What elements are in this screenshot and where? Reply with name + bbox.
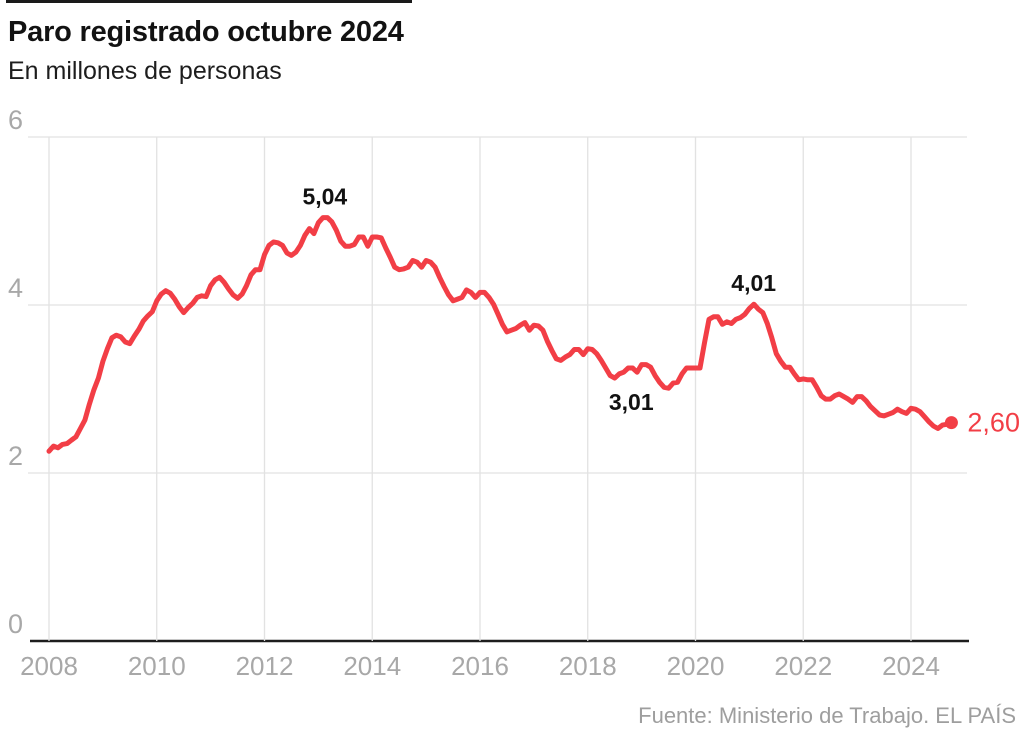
- unemployment-line: [46, 215, 954, 454]
- value-annotation: 3,01: [609, 389, 654, 415]
- y-tick-label: 4: [8, 273, 23, 303]
- y-tick-label: 0: [8, 609, 23, 639]
- x-tick-label: 2024: [882, 651, 940, 681]
- x-tick-label: 2010: [128, 651, 186, 681]
- x-tick-label: 2022: [774, 651, 832, 681]
- top-rule-divider: [6, 0, 412, 3]
- x-tick-label: 2020: [667, 651, 725, 681]
- source-credit: Fuente: Ministerio de Trabajo. EL PAÍS: [638, 703, 1016, 728]
- value-annotation: 4,01: [731, 270, 776, 296]
- y-tick-label: 6: [8, 105, 23, 135]
- latest-value-dot: [944, 416, 958, 430]
- x-tick-label: 2018: [559, 651, 617, 681]
- x-tick-label: 2014: [343, 651, 401, 681]
- value-annotation: 2,60: [967, 408, 1020, 438]
- y-tick-label: 2: [8, 441, 23, 471]
- x-tick-label: 2016: [451, 651, 509, 681]
- chart-title: Paro registrado octubre 2024: [8, 16, 404, 48]
- x-tick-label: 2012: [236, 651, 294, 681]
- value-annotation: 5,04: [302, 184, 347, 210]
- chart-subtitle: En millones de personas: [8, 57, 282, 85]
- x-tick-label: 2008: [20, 651, 78, 681]
